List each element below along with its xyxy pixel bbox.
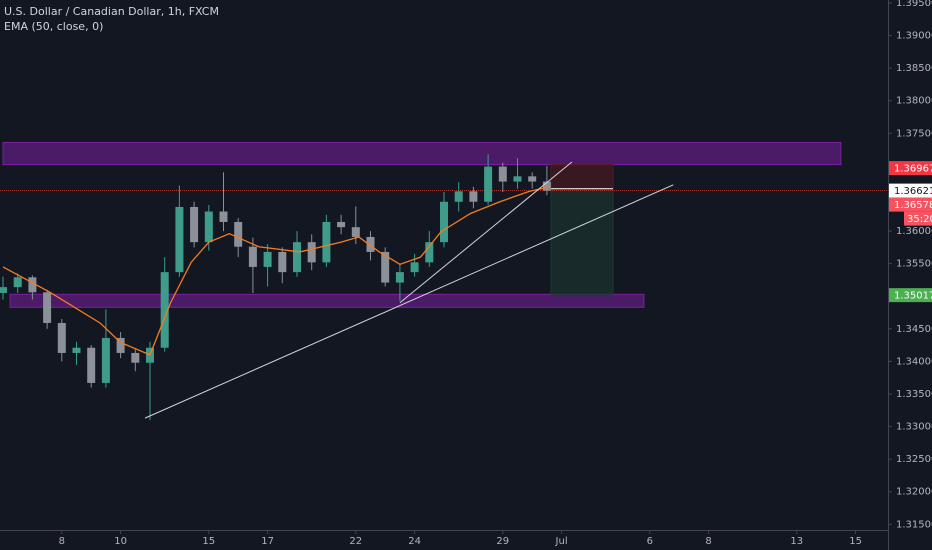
candle-body [293,242,301,273]
zone [2,141,842,166]
candle-body [219,211,228,222]
price-badge-label: 1.36578 [894,200,932,211]
price-badge-label: 1.35017 [894,291,932,302]
candle-body [263,251,272,267]
y-tick-label: 1.38500 [896,63,932,74]
price-badge [889,183,932,198]
price-badge [889,161,932,176]
candle-body [322,221,331,263]
y-tick-label: 1.31500 [896,519,932,530]
candle-body [131,352,140,363]
candle-body [484,166,493,202]
candle-body [454,191,463,202]
chart-title: U.S. Dollar / Canadian Dollar, 1h, FXCM [4,5,219,18]
zone [550,164,614,190]
y-tick-label: 1.32000 [896,487,932,498]
x-tick-label: 8 [705,536,711,547]
x-tick-label: 17 [261,536,274,547]
candle-body [542,181,551,191]
ema-line [2,186,550,356]
candle-body [366,236,375,252]
y-tick-label: 1.39000 [896,31,932,42]
y-tick-label: 1.39500 [896,0,932,9]
y-tick-label: 1.36000 [896,226,932,237]
x-tick-label: 15 [202,536,215,547]
candle-body [351,227,360,237]
y-tick-label: 1.34500 [896,324,932,335]
x-tick-label: 8 [59,536,65,547]
y-tick-label: 1.35500 [896,259,932,270]
candle-body [425,242,434,263]
candle-body [395,272,404,283]
x-tick-label: 6 [647,536,653,547]
candle-body [0,287,7,293]
countdown-label: 35:20 [907,214,932,225]
candle-body [204,211,213,243]
candle-body [116,337,125,353]
candle-body [410,262,419,273]
candle-body [337,221,346,228]
x-tick-label: 13 [790,536,803,547]
candle-body [72,347,81,353]
candle-body [101,337,110,383]
candle-body [469,191,478,202]
y-tick-label: 1.37500 [896,128,932,139]
x-tick-label: 15 [849,536,862,547]
trendline [144,184,674,419]
x-tick-label: 22 [349,536,362,547]
price-badge [889,288,932,303]
y-tick-label: 1.34000 [896,356,932,367]
y-tick-label: 1.33000 [896,422,932,433]
candle-body [513,176,522,182]
plot-area [0,141,888,421]
candle-body [13,277,22,288]
x-tick-label: 10 [114,536,127,547]
countdown-badge [904,211,932,226]
zone [550,188,614,295]
x-tick-label: 24 [408,536,421,547]
candle-body [440,201,448,243]
zone [9,293,645,308]
candle-body [498,166,507,182]
x-tick-label: 29 [496,536,509,547]
candle-body [28,277,37,293]
candle-body [160,272,169,348]
trendline [399,161,573,304]
price-badge-label: 1.36967 [894,164,932,175]
candle-body [528,176,537,182]
candle-body [43,292,52,323]
candle-body [307,242,316,263]
y-tick-label: 1.33500 [896,389,932,400]
price-badge [889,197,932,212]
x-tick-label: Jul [555,536,568,547]
candle-body [381,251,390,283]
candle-body [87,347,96,383]
candle-body [57,322,66,353]
price-badge-label: 1.36621 [894,186,932,197]
candle-body [234,221,243,247]
y-tick-label: 1.38000 [896,96,932,107]
candle-body [190,206,199,243]
candle-body [278,251,287,273]
y-tick-label: 1.32500 [896,454,932,465]
candle-body [175,206,184,273]
candle-body [248,246,257,267]
indicator-name: EMA (50, close, 0) [4,20,103,33]
